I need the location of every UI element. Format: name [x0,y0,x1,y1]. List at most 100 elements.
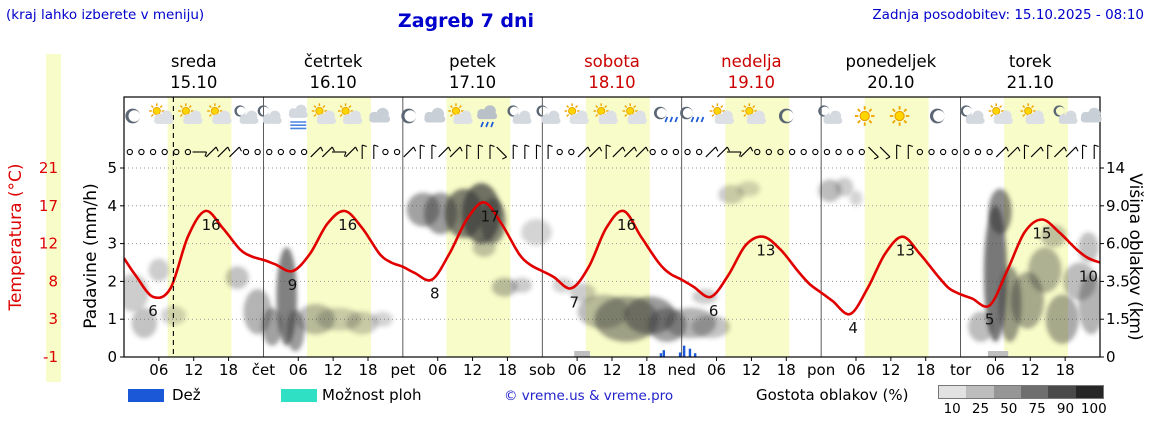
cloud-icon [239,110,259,124]
hour-label: 12 [324,361,343,379]
svg-text:9: 9 [288,276,298,294]
calm-wind-icon [847,148,854,156]
daylight-bands [167,97,1069,357]
calm-wind-icon [266,148,273,156]
cloud-icon [1058,110,1078,124]
precip-tick: 2 [107,272,117,290]
rain-drop-icon [695,116,700,123]
calm-wind-icon [963,148,970,156]
rain-bar [659,353,663,357]
sun-cloud-weather-icon [337,103,363,124]
hour-label: 06 [428,361,447,379]
sun-cloud-weather-icon [988,103,1013,124]
wind-barb-icon [577,146,589,158]
sun-cloud-weather-icon [709,103,735,124]
hour-label: 06 [707,361,726,379]
sun-icon [593,103,609,119]
day-name: ponedeljek [846,52,937,71]
cloud-icon [993,110,1013,124]
cloud-icon [453,110,473,124]
wind-barb-icon [438,146,449,158]
moon-weather-icon [401,108,417,124]
cloud-density-label: Gostota oblakov (%) [756,386,909,404]
x-axis-labels: 06 12 18 čet 06 12 18 pet 06 12 18 sob 06 12 18 ned 06 12… [149,357,1075,379]
calm-wind-icon [823,148,831,156]
cloud-density-ticks: 10 25 50 75 90 100 [943,401,1107,417]
day-name: četrtek [304,52,363,71]
rain-drop-icon [700,116,705,123]
hour-label: 06 [289,361,308,379]
calm-wind-icon [556,148,563,156]
cloud-icon [746,110,766,124]
gray-bottom-bar [574,351,590,357]
hour-label: 12 [881,361,900,379]
calm-wind-icon [684,148,691,156]
calm-wind-icon [300,148,308,156]
cloud-tick: 14 [1106,159,1125,177]
svg-text:17: 17 [480,207,499,225]
day-headers: sreda 15.10 četrtek 16.10 petek 17.10 sobota 18… [170,52,1054,92]
calm-wind-icon [173,148,180,156]
page-title: Zagreb 7 dni [397,10,535,32]
cloud-density-gradient [938,385,1104,399]
moon-icon [960,105,972,117]
svg-text:6: 6 [148,302,158,320]
wind-barb-icon [1053,146,1065,158]
wind-barb-icon [345,146,356,158]
svg-text:13: 13 [896,242,915,260]
svg-text:16: 16 [202,216,221,234]
hour-label: 06 [846,361,865,379]
sun-cloud-weather-icon [207,103,232,124]
cloud-tick: 6.0 [1106,235,1130,253]
calm-wind-icon [149,148,157,156]
cloud-icon [288,104,308,118]
moon-weather-icon [778,108,794,124]
sun-cloud-weather-icon [311,103,337,124]
calm-wind-icon [661,148,668,156]
precip-tick: 0 [107,348,117,366]
day-date: 16.10 [310,73,357,92]
wind-barb-icon [496,146,507,158]
day-date: 17.10 [449,73,496,92]
calm-wind-icon [649,148,656,156]
wind-barb-icon [717,146,728,158]
moon-cloud-weather-icon [1053,105,1078,124]
day-name: sobota [584,52,640,71]
sun-cloud-weather-icon [622,103,647,124]
calm-wind-icon [277,148,285,156]
cloud-icon [316,110,337,124]
moon-cloud-weather-icon [536,105,561,124]
wind-barbs-row [126,144,1099,160]
wind-barb-icon [740,146,751,158]
wind-barb-icon [229,146,240,158]
copyright-link[interactable]: © vreme.us & vreme.pro [504,388,674,404]
moon-icon [234,105,246,117]
temperature-axis-label: Temperatura (°C) [6,163,26,311]
rain-legend-swatch [128,389,164,402]
moon-icon [818,105,830,117]
cloud-icon [512,110,532,124]
sun-cloud-weather-icon [741,103,766,124]
fog-weather-icon [288,104,308,130]
cloud-icon [154,110,174,124]
wind-barb-icon [868,146,879,158]
calm-wind-icon [765,148,773,156]
day-date: 18.10 [588,73,635,92]
wind-barb-icon [205,146,217,158]
rain-bar [678,352,682,357]
precip-tick: 3 [107,235,117,253]
sun-cloud-weather-icon [1020,103,1045,124]
cloud-icon [477,105,498,120]
hour-label: 06 [149,361,168,379]
cloud-icon [369,107,391,123]
cloud-icon [965,110,985,124]
rain-drop-icon [690,116,695,123]
wind-barb-icon [612,146,624,158]
wind-barb-icon [1065,146,1077,158]
moon-icon [929,108,945,124]
moon-weather-icon [125,108,141,124]
rain-drop-icon [664,116,669,123]
moon-rain-weather-icon [653,106,679,123]
